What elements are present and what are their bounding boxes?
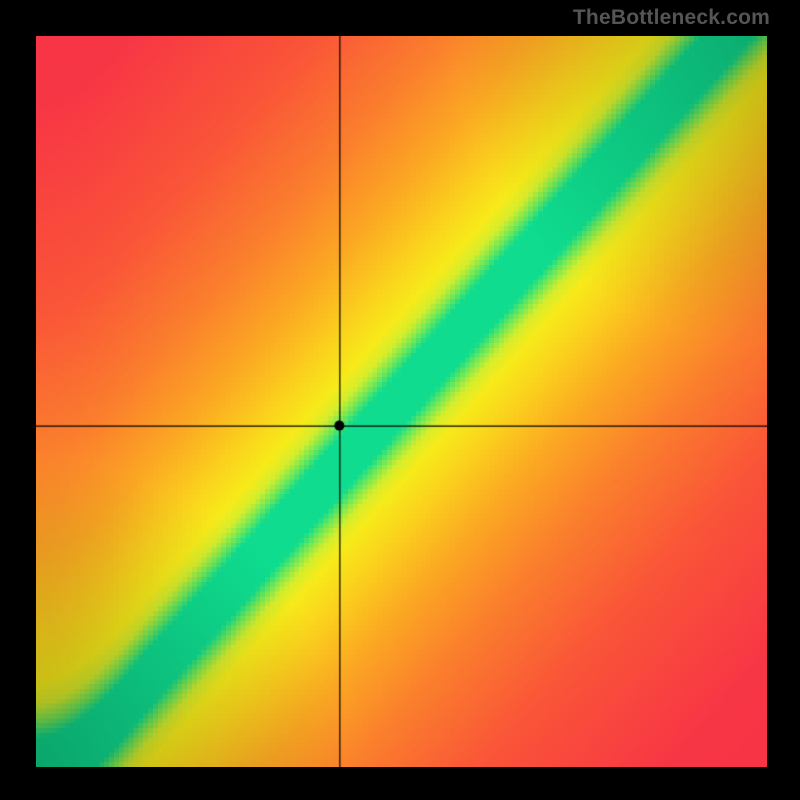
crosshair-overlay xyxy=(36,36,767,767)
watermark-label: TheBottleneck.com xyxy=(573,6,770,30)
chart-container: { "watermark": { "text": "TheBottleneck.… xyxy=(0,0,800,800)
